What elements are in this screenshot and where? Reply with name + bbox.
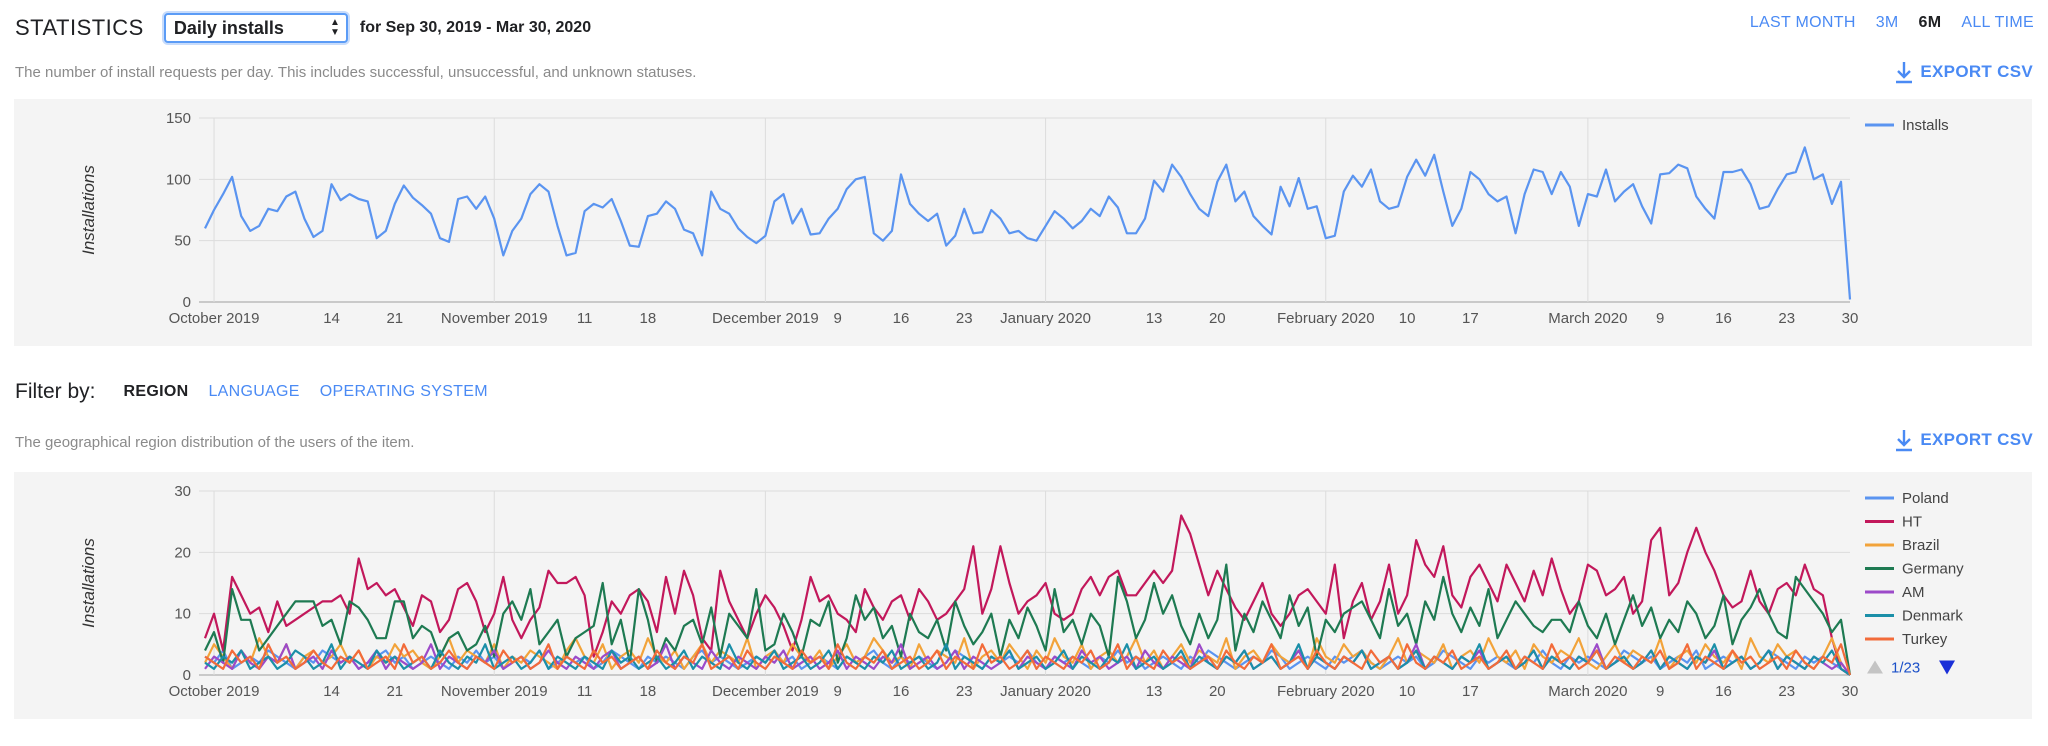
- download-icon: [1896, 62, 1913, 84]
- legend-label: Poland: [1902, 490, 1949, 507]
- date-range-text: for Sep 30, 2019 - Mar 30, 2020: [359, 19, 592, 36]
- y-tick-label: 50: [174, 233, 191, 250]
- series-line-germany: [204, 563, 1852, 676]
- filter-tab-region[interactable]: REGION: [123, 383, 189, 400]
- legend-pager-text: 1/23: [1891, 660, 1920, 677]
- legend-label: Brazil: [1902, 537, 1940, 554]
- x-tick-label: 17: [1462, 310, 1479, 327]
- x-tick-label: 16: [1715, 310, 1732, 327]
- x-tick-label: October 2019: [169, 310, 260, 327]
- x-tick-label: 21: [386, 683, 403, 700]
- series-line-denmark: [204, 643, 1851, 676]
- x-tick-label: 14: [323, 310, 340, 327]
- x-tick-label: 13: [1146, 683, 1163, 700]
- filter-tab-operating-system[interactable]: OPERATING SYSTEM: [319, 383, 488, 400]
- x-tick-label: 23: [956, 310, 973, 327]
- y-tick-label: 0: [183, 294, 191, 311]
- x-tick-label: December 2019: [712, 683, 819, 700]
- x-tick-label: February 2020: [1277, 683, 1375, 700]
- region-chart: 0 10 20 30 October 2019 14 21 November 2019 11 18…: [79, 483, 1964, 700]
- legend-label: Turkey: [1902, 631, 1948, 648]
- y-tick-label: 10: [174, 606, 191, 623]
- region-chart-panel: 0 10 20 30 October 2019 14 21 November 2019 11 18…: [14, 472, 2032, 719]
- y-tick-label: 100: [166, 171, 191, 188]
- legend-label: AM: [1902, 584, 1925, 601]
- x-tick-label: January 2020: [1000, 683, 1091, 700]
- region-description: The geographical region distribution of …: [15, 434, 415, 451]
- x-tick-label: 11: [577, 310, 593, 327]
- series-line-turkey: [204, 643, 1852, 676]
- x-tick-label: March 2020: [1548, 683, 1627, 700]
- x-tick-label: 18: [640, 683, 657, 700]
- installs-chart-panel: 0 50 100 150 October 2019 14 21 November 2019 11…: [14, 99, 2032, 346]
- x-tick-label: March 2020: [1548, 310, 1627, 327]
- x-tick-label: 23: [1778, 683, 1795, 700]
- export-csv-region-button[interactable]: EXPORT CSV: [1894, 428, 2033, 452]
- y-tick-label: 30: [174, 483, 191, 500]
- y-axis-label: Installations: [79, 538, 98, 628]
- x-tick-label: December 2019: [712, 310, 819, 327]
- filter-bar: Filter by: REGION LANGUAGE OPERATING SYS…: [15, 380, 508, 404]
- y-axis-label: Installations: [79, 165, 98, 255]
- x-tick-label: October 2019: [169, 683, 260, 700]
- range-selector: LAST MONTH 3M 6M ALL TIME: [1750, 14, 2034, 32]
- x-tick-label: 30: [1842, 310, 1859, 327]
- select-arrows-icon: ▲ ▼: [329, 17, 340, 38]
- filter-tab-language[interactable]: LANGUAGE: [208, 383, 300, 400]
- export-csv-label: EXPORT CSV: [1920, 430, 2033, 449]
- x-tick-label: November 2019: [441, 310, 548, 327]
- series-line-am: [204, 643, 1851, 676]
- x-tick-label: 11: [577, 683, 593, 700]
- export-csv-installs-button[interactable]: EXPORT CSV: [1894, 60, 2033, 84]
- range-3m-button[interactable]: 3M: [1875, 14, 1899, 31]
- x-tick-label: 16: [1715, 683, 1732, 700]
- export-csv-label: EXPORT CSV: [1920, 62, 2033, 81]
- x-tick-label: February 2020: [1277, 310, 1375, 327]
- metric-select[interactable]: Daily installs ▲ ▼: [163, 13, 348, 43]
- metric-select-value: Daily installs: [173, 17, 284, 38]
- range-last-month-button[interactable]: LAST MONTH: [1749, 14, 1856, 31]
- x-tick-label: 14: [323, 683, 340, 700]
- legend-label: Denmark: [1902, 608, 1963, 625]
- download-icon: [1896, 430, 1913, 452]
- x-tick-label: 17: [1462, 683, 1479, 700]
- x-tick-label: 10: [1399, 310, 1416, 327]
- series-line-ht: [203, 514, 1851, 676]
- installs-chart: 0 50 100 150 October 2019 14 21 November 2019 11…: [79, 110, 1949, 327]
- x-tick-label: January 2020: [1000, 310, 1091, 327]
- x-tick-label: 30: [1842, 683, 1859, 700]
- range-6m-button[interactable]: 6M: [1918, 14, 1942, 31]
- x-tick-label: 10: [1399, 683, 1416, 700]
- x-tick-label: 16: [893, 310, 910, 327]
- installs-description: The number of install requests per day. …: [15, 64, 697, 81]
- y-tick-label: 20: [174, 544, 191, 561]
- x-tick-label: November 2019: [441, 683, 548, 700]
- statistics-header: STATISTICS Daily installs ▲ ▼ for Sep 30,…: [15, 12, 591, 44]
- x-tick-label: 16: [893, 683, 910, 700]
- x-tick-label: 9: [834, 310, 842, 327]
- x-tick-label: 20: [1209, 683, 1226, 700]
- filter-label: Filter by:: [15, 380, 96, 403]
- x-tick-label: 23: [956, 683, 973, 700]
- y-tick-label: 0: [183, 667, 191, 684]
- legend-label: Installs: [1902, 117, 1949, 134]
- y-tick-label: 150: [166, 110, 191, 127]
- range-all-time-button[interactable]: ALL TIME: [1961, 14, 2034, 31]
- legend-label: Germany: [1902, 561, 1964, 578]
- x-tick-label: 9: [834, 683, 842, 700]
- x-tick-label: 23: [1778, 310, 1795, 327]
- legend-prev-icon: [1867, 660, 1883, 674]
- x-tick-label: 20: [1209, 310, 1226, 327]
- x-tick-label: 13: [1146, 310, 1163, 327]
- x-tick-label: 9: [1656, 683, 1664, 700]
- page-title: STATISTICS: [15, 15, 144, 40]
- x-tick-label: 9: [1656, 310, 1664, 327]
- x-tick-label: 18: [640, 310, 657, 327]
- series-line-installs: [204, 146, 1852, 300]
- legend-label: HT: [1902, 514, 1922, 531]
- x-tick-label: 21: [386, 310, 403, 327]
- legend-next-icon: [1939, 660, 1955, 675]
